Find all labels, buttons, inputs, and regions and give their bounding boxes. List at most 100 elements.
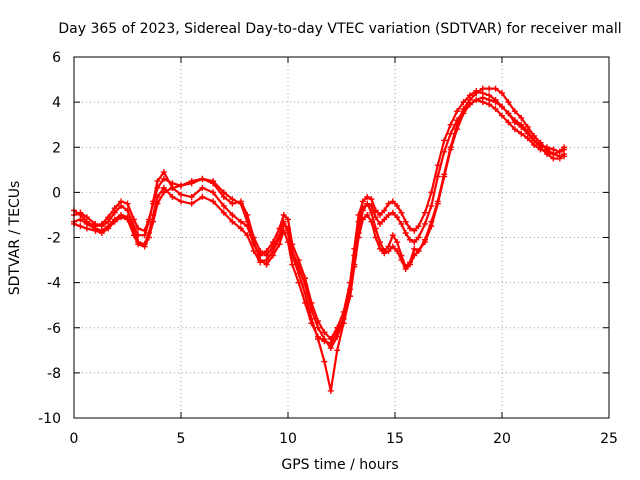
data-point-marker <box>98 220 105 227</box>
data-point-marker <box>505 110 512 117</box>
data-point-marker <box>415 223 422 230</box>
data-point-marker <box>314 333 321 340</box>
data-point-marker <box>98 229 105 236</box>
data-point-marker <box>473 90 480 97</box>
data-point-marker <box>518 121 525 128</box>
data-point-marker <box>141 243 148 250</box>
x-tick-label: 20 <box>493 431 511 447</box>
x-tick-label: 0 <box>70 431 79 447</box>
data-point-marker <box>327 340 334 347</box>
data-point-marker <box>486 96 493 103</box>
data-point-marker <box>314 324 321 331</box>
data-point-marker <box>415 248 422 255</box>
data-point-marker <box>169 184 176 191</box>
data-point-marker <box>237 225 244 232</box>
data-point-marker <box>118 198 125 205</box>
data-point-marker <box>402 218 409 225</box>
data-point-marker <box>111 218 118 225</box>
data-point-marker <box>169 193 176 200</box>
data-point-marker <box>351 263 358 270</box>
data-series-2 <box>71 96 568 352</box>
y-tick-label: -2 <box>47 231 61 247</box>
data-point-marker <box>188 178 195 185</box>
data-point-marker <box>160 175 167 182</box>
data-point-marker <box>334 347 341 354</box>
x-tick-label: 5 <box>177 431 186 447</box>
data-point-marker <box>499 103 505 110</box>
data-point-marker <box>505 119 512 126</box>
data-point-marker <box>229 196 236 203</box>
data-point-marker <box>394 202 401 209</box>
data-point-marker <box>434 173 441 180</box>
data-point-marker <box>511 117 518 124</box>
data-point-marker <box>178 191 184 198</box>
data-point-marker <box>118 214 125 221</box>
data-point-marker <box>220 189 227 196</box>
data-point-marker <box>460 110 467 117</box>
data-point-marker <box>434 200 441 207</box>
data-point-marker <box>411 245 418 252</box>
data-point-marker <box>178 198 184 205</box>
data-point-marker <box>511 108 518 115</box>
data-point-marker <box>280 227 287 234</box>
data-point-marker <box>398 209 405 216</box>
data-point-marker <box>421 209 428 216</box>
data-point-marker <box>285 239 291 246</box>
data-point-marker <box>364 211 371 218</box>
series-layer <box>71 85 568 394</box>
data-point-marker <box>220 202 227 209</box>
data-point-marker <box>285 229 291 236</box>
data-point-marker <box>145 234 152 241</box>
data-point-marker <box>518 114 525 121</box>
data-point-marker <box>394 214 401 221</box>
data-point-marker <box>377 245 384 252</box>
data-point-marker <box>150 218 157 225</box>
data-point-marker <box>406 236 413 243</box>
data-point-marker <box>111 205 118 212</box>
data-point-marker <box>479 94 486 101</box>
x-tick-label: 15 <box>386 431 404 447</box>
data-point-marker <box>105 214 112 221</box>
data-point-marker <box>229 218 236 225</box>
data-point-marker <box>389 198 396 205</box>
data-point-marker <box>466 101 473 108</box>
data-point-marker <box>105 225 112 232</box>
data-point-marker <box>210 178 217 185</box>
data-point-marker <box>244 232 251 239</box>
data-point-marker <box>302 299 309 306</box>
data-point-marker <box>270 252 277 259</box>
data-point-marker <box>220 209 227 216</box>
data-point-marker <box>499 112 505 119</box>
data-point-marker <box>83 225 90 232</box>
data-point-marker <box>492 99 499 106</box>
data-point-marker <box>406 225 413 232</box>
data-point-marker <box>280 211 287 218</box>
data-point-marker <box>135 225 142 232</box>
tick-layer: 0 5 10 15 20 25 -10 -8 -6 -4 -2 0 2 4 6 <box>38 50 618 447</box>
y-tick-label: 4 <box>52 95 61 111</box>
data-point-marker <box>77 211 84 218</box>
data-point-marker <box>372 234 379 241</box>
data-point-marker <box>289 261 296 268</box>
data-point-marker <box>270 243 277 250</box>
data-point-marker <box>381 207 388 214</box>
data-point-marker <box>492 85 499 92</box>
data-point-marker <box>550 155 557 162</box>
data-point-marker <box>124 216 131 223</box>
data-point-marker <box>368 196 375 203</box>
data-point-marker <box>250 239 257 246</box>
data-point-marker <box>347 293 354 300</box>
data-point-marker <box>460 99 467 106</box>
data-point-marker <box>524 135 531 142</box>
data-point-marker <box>359 216 366 223</box>
data-point-marker <box>385 200 392 207</box>
data-point-marker <box>511 126 518 133</box>
data-point-marker <box>428 223 435 230</box>
data-point-marker <box>479 85 486 92</box>
data-point-marker <box>141 227 148 234</box>
data-point-marker <box>441 173 448 180</box>
data-point-marker <box>308 320 315 327</box>
y-tick-label: 2 <box>52 140 61 156</box>
data-point-marker <box>130 216 137 223</box>
